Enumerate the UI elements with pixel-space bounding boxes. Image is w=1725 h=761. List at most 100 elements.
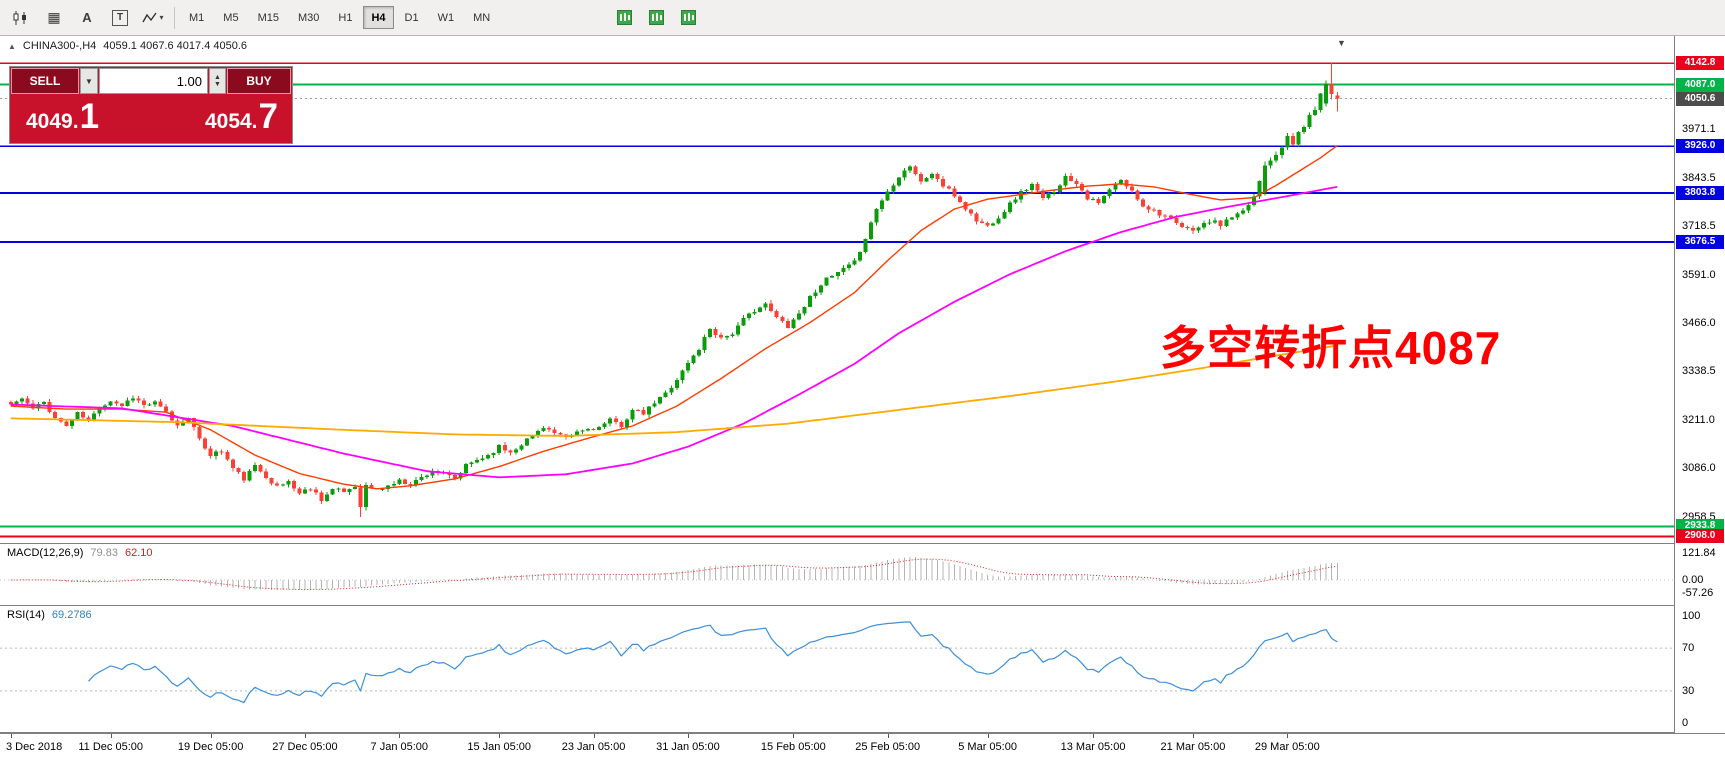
rsi-tick-label: 70 [1682, 642, 1695, 655]
time-axis-label: 19 Dec 05:00 [177, 741, 244, 753]
time-tick [499, 734, 501, 738]
time-axis[interactable]: 3 Dec 2018 11 Dec 05:00 19 Dec 05:00 27 Dec… [0, 733, 1725, 761]
chevron-down-icon: ▼ [85, 76, 93, 86]
text-tool-icon[interactable]: A [82, 10, 92, 25]
macd-signal-value: 62.10 [124, 547, 153, 559]
rsi-tick-label: 100 [1682, 610, 1701, 622]
chart-ohlc-readout: 4059.1 4067.6 4017.4 4050.6 [103, 40, 248, 52]
time-tick [210, 734, 212, 738]
price-line-badge: 3803.8 [1676, 186, 1724, 201]
rsi-tick-label: 0 [1682, 717, 1689, 729]
time-axis-label: 29 Mar 05:00 [1254, 741, 1320, 753]
timeframe-button-m5[interactable]: M5 [223, 11, 239, 24]
timeframe-button-m1[interactable]: M1 [189, 11, 205, 24]
rsi-label-row: RSI(14) 69.2786 [7, 609, 92, 621]
timeframe-button-m15[interactable]: M15 [257, 11, 279, 24]
chart-candles-icon[interactable] [6, 4, 36, 31]
timeframe-button-h4[interactable]: H4 [363, 6, 394, 29]
rsi-plot [0, 621, 1674, 704]
timeframe-button-d1[interactable]: D1 [404, 11, 419, 24]
time-tick [1287, 734, 1289, 738]
rsi-value: 69.2786 [51, 609, 92, 621]
buy-price-big-digit: 7 [258, 97, 278, 136]
buy-price-main: 4054. [204, 110, 258, 133]
price-tick-label: 3843.5 [1682, 171, 1716, 184]
toolbar-green-icon-2[interactable] [648, 10, 664, 26]
timeframe-button-w1[interactable]: W1 [437, 11, 455, 24]
macd-signal-line [10, 558, 1338, 590]
toolbar-green-icon-3[interactable] [680, 10, 696, 26]
price-line-badge: 3676.5 [1676, 234, 1724, 249]
price-chart[interactable] [0, 36, 1674, 543]
price-tick-label: 3338.5 [1682, 365, 1716, 378]
time-axis-label: 21 Mar 05:00 [1160, 741, 1226, 753]
time-tick [1192, 734, 1194, 738]
time-tick [593, 734, 595, 738]
chart-symbol-timeframe: CHINA300-,H4 [22, 40, 97, 52]
toolbar-separator [174, 6, 175, 29]
macd-tick-label: -57.26 [1682, 586, 1714, 599]
price-tick-label: 3211.0 [1682, 414, 1715, 427]
time-tick [687, 734, 689, 738]
drawing-tools-icon[interactable]: ▾ [138, 4, 168, 31]
toolbar-green-icon-group [616, 10, 696, 26]
lot-stepper[interactable]: ▲ ▼ [209, 68, 226, 94]
price-tick-label: 3086.0 [1682, 462, 1716, 475]
candles-layer [8, 63, 1340, 517]
macd-panel[interactable]: MACD(12,26,9) 79.83 62.10 [0, 543, 1725, 606]
time-tick [887, 734, 889, 738]
sell-price[interactable]: 4049. 1 [26, 97, 99, 137]
price-tick-label: 3591.0 [1682, 268, 1716, 281]
chart-shift-marker-icon[interactable]: ▼ [1337, 38, 1346, 48]
ma-mid-line [10, 186, 1338, 479]
order-dropdown-button[interactable]: ▼ [80, 68, 98, 94]
price-tick-label: 3971.1 [1682, 123, 1716, 135]
time-axis-label: 23 Jan 05:00 [561, 741, 626, 753]
main-chart-panel[interactable]: ▲ CHINA300-,H4 4059.1 4067.6 4017.4 4050… [0, 36, 1725, 543]
macd-histogram [15, 556, 1338, 591]
buy-price[interactable]: 4054. 7 [205, 97, 278, 137]
macd-main-value: 79.83 [90, 547, 118, 559]
price-line-badge: 2908.0 [1676, 529, 1724, 544]
time-tick [10, 734, 12, 738]
macd-plot [0, 556, 1674, 591]
time-axis-label: 27 Dec 05:00 [272, 741, 338, 753]
time-axis-label: 15 Jan 05:00 [467, 741, 531, 753]
stepper-up-icon[interactable]: ▲ [214, 74, 221, 81]
price-tick-label: 3466.0 [1682, 316, 1716, 329]
buy-button[interactable]: BUY [227, 68, 291, 94]
time-tick [1093, 734, 1095, 738]
template-tool-icon[interactable]: T [105, 4, 135, 31]
time-tick [987, 734, 989, 738]
price-line-badge: 4142.8 [1676, 56, 1724, 71]
chart-title: ▲ CHINA300-,H4 4059.1 4067.6 4017.4 4050… [8, 40, 247, 52]
ma-fast-line [10, 144, 1338, 490]
indicator-grid-icon[interactable]: ▦ [47, 9, 61, 25]
toolbar-green-icon-1[interactable] [616, 10, 632, 26]
timeframe-button-h1[interactable]: H1 [338, 11, 353, 24]
collapse-arrow-icon[interactable]: ▲ [8, 41, 16, 51]
timeframe-button-mn[interactable]: MN [473, 11, 491, 24]
macd-label-row: MACD(12,26,9) 79.83 62.10 [7, 547, 152, 559]
toolbar-icon-group: ▦ A T ▾ [6, 4, 168, 31]
macd-label: MACD(12,26,9) [7, 547, 84, 559]
time-axis-label: 7 Jan 05:00 [370, 741, 429, 753]
time-axis-label: 13 Mar 05:00 [1060, 741, 1126, 753]
time-axis-label: 3 Dec 2018 [6, 741, 63, 753]
rsi-tick-label: 30 [1682, 684, 1695, 697]
time-tick [793, 734, 795, 738]
lot-size-input[interactable] [99, 68, 208, 94]
sell-button[interactable]: SELL [11, 68, 79, 94]
ma-slow-line [10, 344, 1338, 437]
time-axis-label: 15 Feb 05:00 [760, 741, 826, 753]
toolbar: ▦ A T ▾ M1 M5 M15 M30 H1 H4 D1 W1 MN [0, 0, 1725, 36]
price-axis[interactable]: 3971.1 3843.5 3718.5 3591.0 3466.0 3338.5 3211… [1674, 36, 1725, 733]
one-click-prices: 4049. 1 4054. 7 [10, 95, 292, 137]
sell-price-big-digit: 1 [79, 97, 100, 136]
rsi-panel[interactable]: RSI(14) 69.2786 [0, 606, 1725, 733]
timeframe-button-m30[interactable]: M30 [297, 11, 320, 24]
time-tick [110, 734, 112, 738]
stepper-down-icon[interactable]: ▼ [214, 81, 221, 88]
one-click-top-row: SELL ▼ ▲ ▼ BUY [10, 67, 292, 95]
